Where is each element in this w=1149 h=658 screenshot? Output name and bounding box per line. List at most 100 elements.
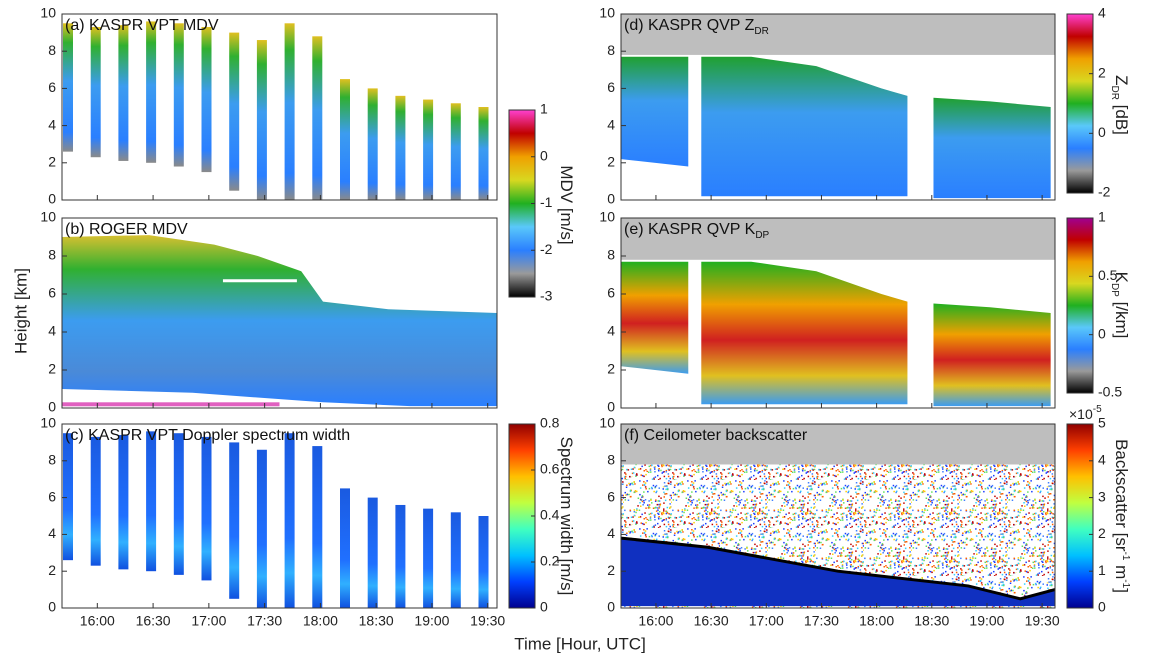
text-part: Spectrum width [m/s] — [557, 437, 576, 596]
field-texture — [146, 21, 157, 163]
field-texture — [63, 23, 73, 152]
y-tick-label: 2 — [48, 361, 56, 377]
field-texture — [621, 218, 1055, 260]
y-tick-label: 8 — [607, 247, 615, 263]
colorbar-tick-label: 0 — [1098, 599, 1106, 615]
x-tick-label: 17:30 — [804, 613, 839, 629]
colorbar-label: KDP [/km] — [1109, 272, 1131, 339]
y-tick-label: 0 — [48, 191, 56, 207]
x-tick-label: 17:30 — [247, 613, 282, 629]
field-texture — [90, 27, 101, 158]
text-part: ×10 — [1069, 406, 1093, 422]
colorbar-tick-label: 1 — [540, 101, 548, 117]
field-texture — [340, 488, 350, 608]
colorbar-label: ZDR [dB] — [1109, 75, 1131, 135]
text-part: (b) ROGER MDV — [65, 221, 188, 238]
field-texture — [478, 107, 489, 200]
colorbar-tick-label: -2 — [1098, 184, 1111, 200]
y-tick-label: 4 — [607, 525, 615, 541]
field-texture — [478, 516, 489, 608]
colorbar-tick-label: 0.8 — [540, 415, 560, 431]
field-texture — [933, 97, 1051, 199]
field-texture — [423, 99, 434, 200]
colorbar-tick-label: 0 — [1098, 124, 1106, 140]
y-tick-label: 4 — [48, 323, 56, 339]
panel-title: (d) KASPR QVP ZDR — [624, 17, 769, 37]
x-tick-label: 18:30 — [914, 613, 949, 629]
x-tick-label: 16:00 — [80, 613, 115, 629]
panel-title: (b) ROGER MDV — [65, 221, 188, 238]
field-texture — [63, 433, 73, 561]
y-tick-label: 4 — [48, 116, 56, 132]
text-part: Backscatter [sr — [1112, 439, 1131, 552]
field-texture — [173, 23, 184, 167]
y-axis-label: Height [km] — [11, 268, 30, 354]
y-tick-label: 4 — [48, 525, 56, 541]
text-part: (f) Ceilometer backscatter — [624, 427, 808, 444]
field-texture — [90, 436, 101, 566]
y-tick-label: 6 — [48, 79, 56, 95]
y-tick-label: 8 — [48, 247, 56, 263]
text-part: -5 — [1093, 404, 1102, 415]
text-part: Z — [1112, 75, 1131, 85]
field-texture — [621, 424, 1055, 465]
field-texture — [284, 23, 295, 200]
y-tick-label: 2 — [607, 154, 615, 170]
y-tick-label: 2 — [607, 361, 615, 377]
plot-frame — [620, 423, 1056, 609]
colorbar-label: MDV [m/s] — [557, 165, 576, 244]
y-tick-label: 0 — [607, 599, 615, 615]
field-texture — [173, 433, 184, 575]
field-texture — [62, 402, 280, 407]
text-part: -1 — [1120, 579, 1131, 588]
x-axis-label: Time [Hour, UTC] — [514, 634, 646, 653]
field-texture — [621, 56, 689, 167]
y-tick-label: 10 — [599, 415, 615, 431]
colorbar — [1066, 217, 1094, 394]
colorbar-tick-label: 4 — [1098, 452, 1106, 468]
colorbar — [508, 109, 536, 298]
panel-title: (f) Ceilometer backscatter — [624, 427, 808, 444]
x-tick-label: 19:00 — [414, 613, 449, 629]
y-tick-label: 2 — [48, 154, 56, 170]
panel-title: (c) KASPR VPT Doppler spectrum width — [65, 427, 350, 444]
field-texture — [118, 435, 129, 570]
y-tick-label: 4 — [607, 116, 615, 132]
y-tick-label: 0 — [607, 191, 615, 207]
field-texture — [621, 14, 1055, 55]
field-texture — [450, 103, 461, 200]
field-texture — [62, 235, 497, 407]
x-tick-label: 19:30 — [1025, 613, 1060, 629]
colorbar-tick-label: -2 — [540, 241, 553, 257]
colorbar-tick-label: 3 — [1098, 488, 1106, 504]
colorbar-multiplier: ×10-5 — [1069, 404, 1102, 422]
text-part: DR — [754, 26, 768, 37]
colorbar-tick-label: 0.5 — [1098, 267, 1118, 283]
text-part: MDV [m/s] — [557, 165, 576, 244]
colorbar-tick-label: 0.4 — [540, 507, 560, 523]
field-texture — [450, 512, 461, 608]
text-part: -1 — [1120, 551, 1131, 560]
field-texture — [256, 449, 267, 608]
field-texture — [201, 436, 212, 581]
colorbar-label: Backscatter [sr-1 m-1] — [1112, 439, 1131, 593]
x-tick-label: 16:30 — [694, 613, 729, 629]
plot-frame — [620, 217, 1056, 409]
field-texture — [701, 261, 908, 405]
plot-frame — [61, 217, 498, 409]
field-texture — [933, 303, 1051, 407]
panel-title: (a) KASPR VPT MDV — [65, 17, 219, 34]
y-tick-label: 8 — [607, 42, 615, 58]
colorbar-tick-label: 4 — [1098, 5, 1106, 21]
x-tick-label: 17:00 — [191, 613, 226, 629]
field-texture — [423, 508, 434, 608]
y-tick-label: 6 — [607, 79, 615, 95]
colorbar-tick-label: 0 — [540, 599, 548, 615]
field-texture — [229, 32, 240, 191]
y-tick-label: 10 — [40, 209, 56, 225]
text-part: (d) KASPR QVP Z — [624, 17, 755, 34]
y-tick-label: 4 — [607, 323, 615, 339]
colorbar-tick-label: -3 — [540, 288, 553, 304]
y-tick-label: 6 — [607, 488, 615, 504]
